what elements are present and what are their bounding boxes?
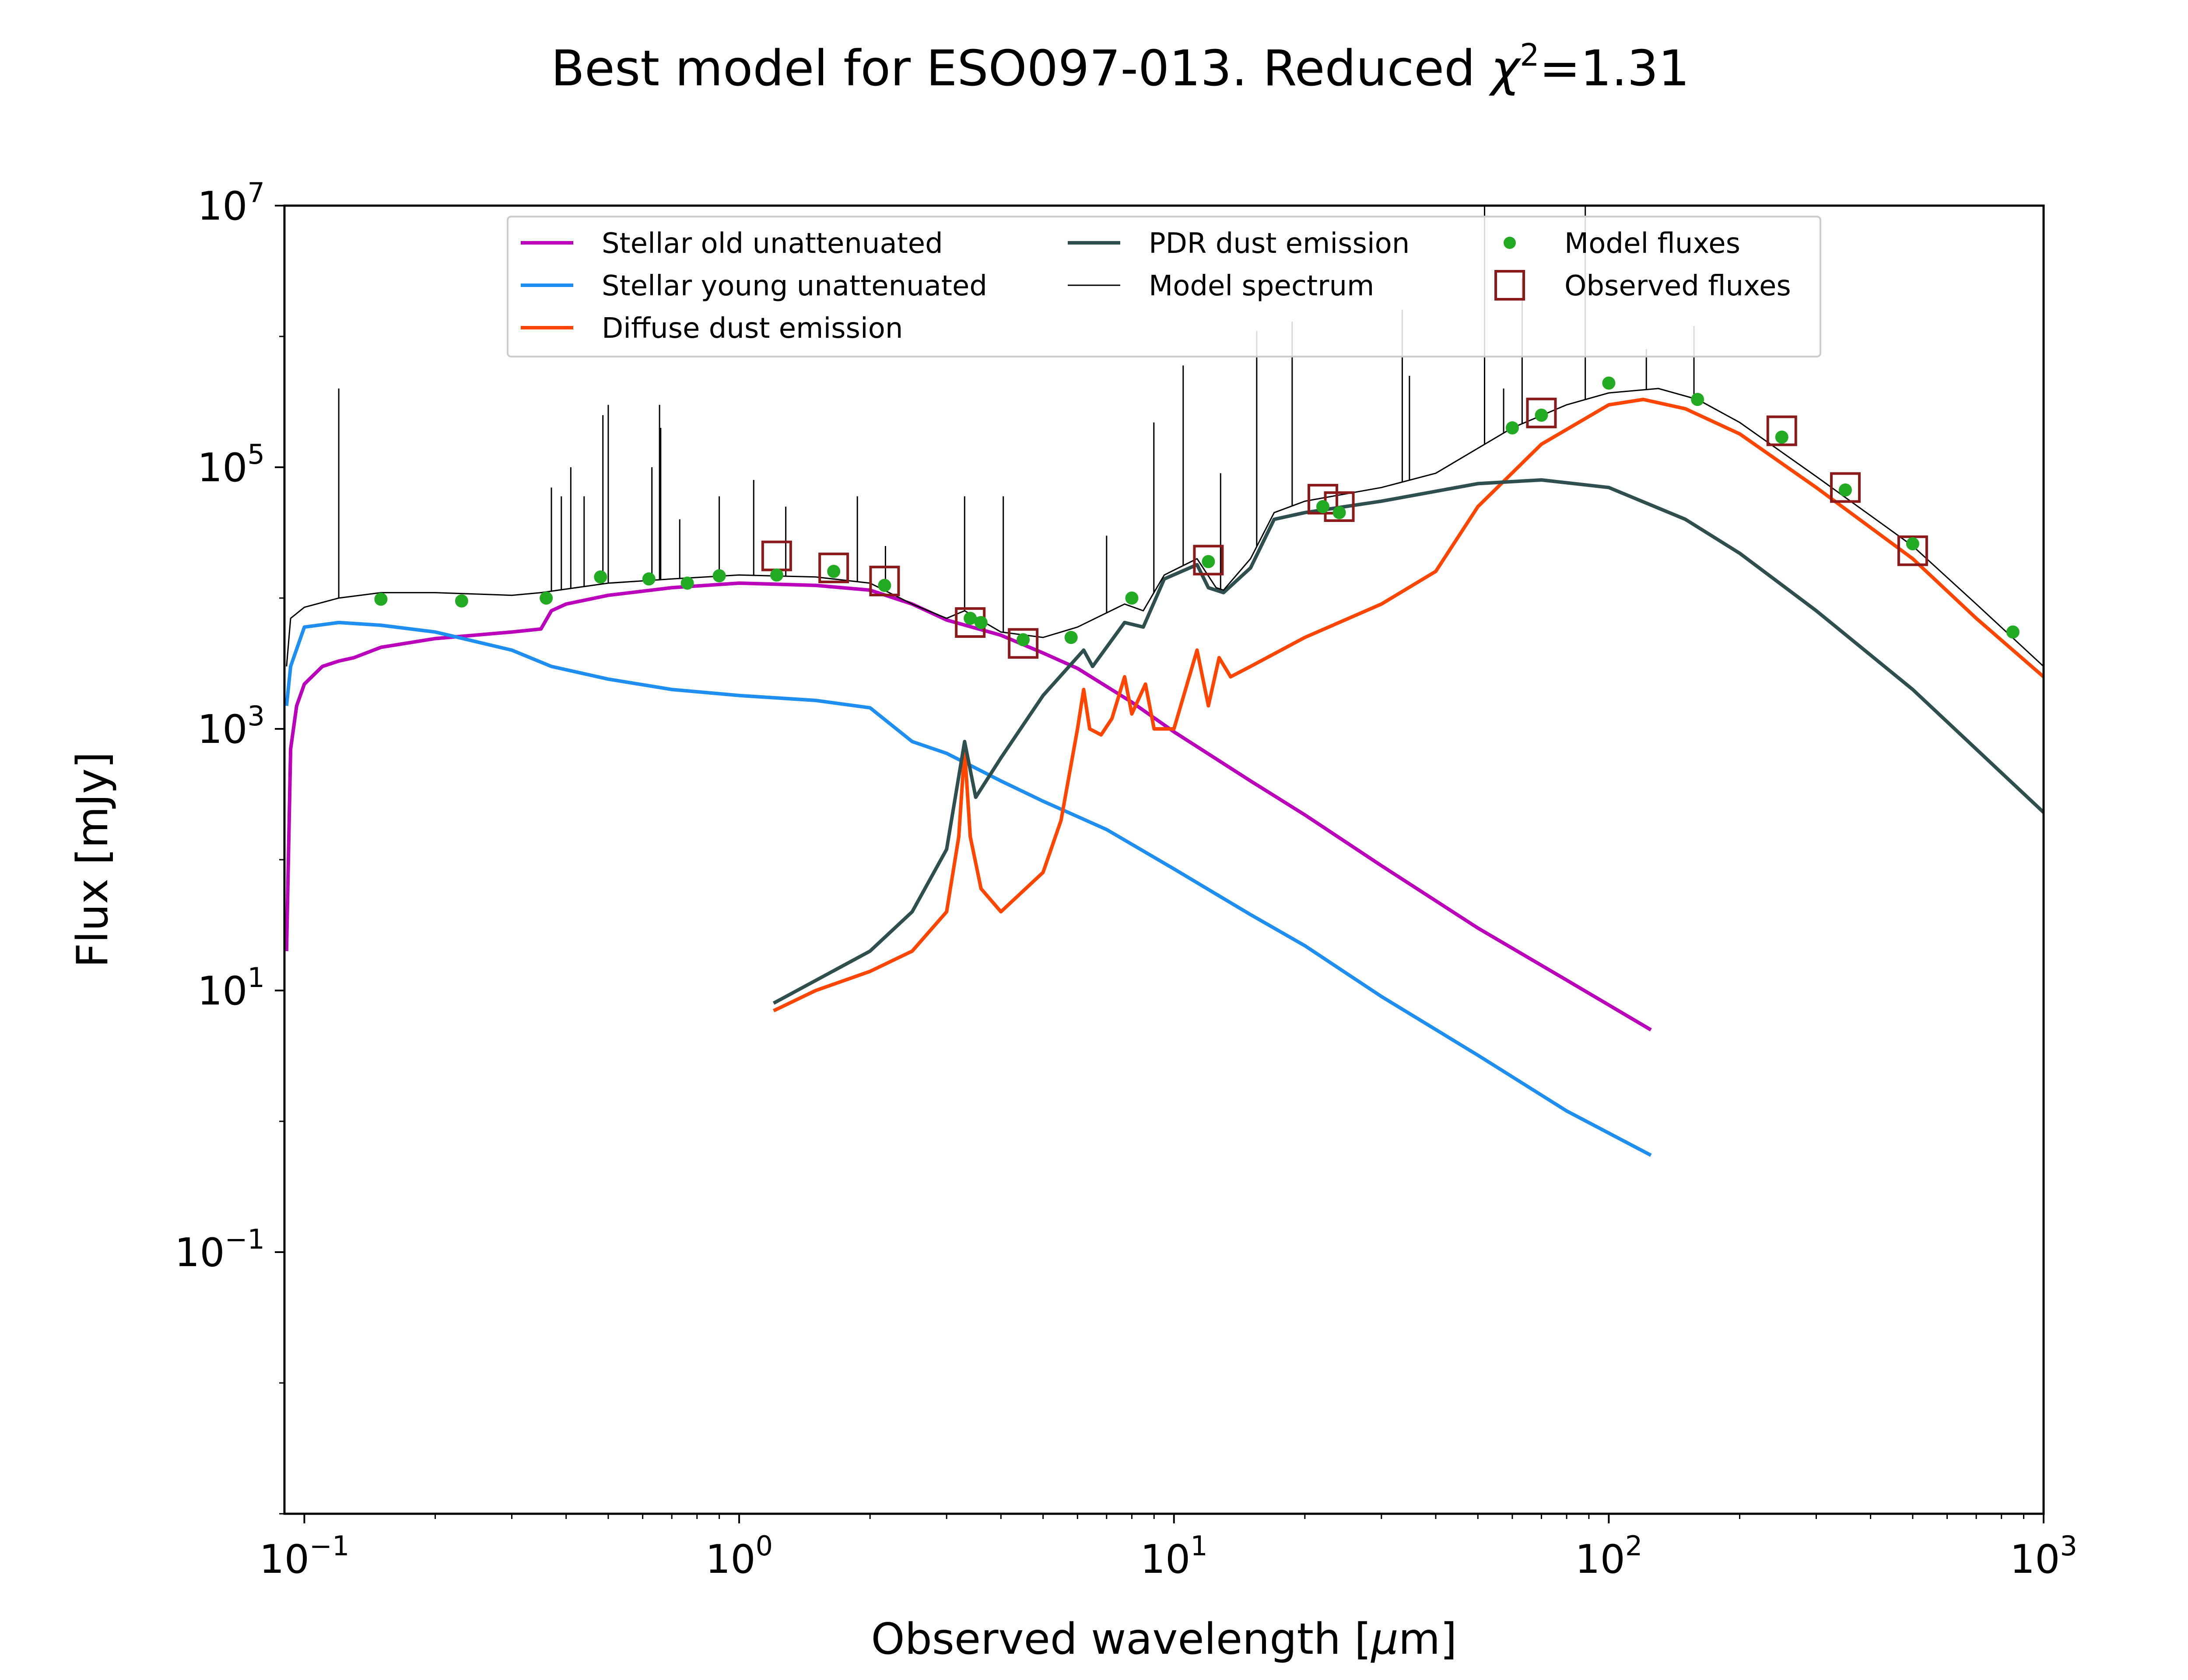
model-flux-point — [680, 576, 694, 590]
legend-label-model-spectrum: Model spectrum — [1149, 270, 1374, 302]
y-tick-label: 10−1 — [175, 1223, 265, 1276]
observed-flux-point — [1193, 545, 1224, 576]
chart-title: Best model for ESO097-013. Reduced χ2=1.… — [551, 37, 1690, 97]
x-tick-label: 10−1 — [259, 1530, 349, 1582]
y-axis-label: Flux [mJy] — [68, 752, 118, 968]
model-flux-point — [1332, 506, 1346, 519]
series-layer — [284, 206, 2044, 1157]
y-axis-ticks: 10−1 101 103 105 107 — [175, 177, 284, 1515]
legend-label-stellar-young: Stellar young unattenuated — [602, 270, 987, 302]
model-flux-point — [1602, 376, 1616, 390]
x-tick-label: 100 — [705, 1530, 773, 1582]
y-tick-label: 103 — [197, 700, 265, 752]
marker-layer — [374, 376, 2020, 659]
y-tick-label: 101 — [197, 962, 265, 1014]
model-flux-point — [1775, 430, 1788, 444]
series-line-pdr-dust-emission — [772, 478, 2044, 1005]
y-tick-label: 107 — [197, 177, 265, 229]
legend-label-stellar-old: Stellar old unattenuated — [602, 228, 943, 260]
x-tick-label: 101 — [1140, 1530, 1208, 1582]
model-flux-point — [455, 594, 468, 608]
model-flux-point — [1505, 421, 1519, 434]
legend-marker-observed-fluxes — [1494, 270, 1525, 301]
x-axis-ticks: 10−1 100 101 102 103 — [259, 1514, 2077, 1582]
y-tick-label: 105 — [197, 438, 265, 491]
model-flux-point — [594, 570, 607, 584]
legend-label-model-fluxes: Model fluxes — [1564, 228, 1740, 260]
x-axis-label: Observed wavelength [μm] — [871, 1614, 1457, 1664]
model-flux-point — [1838, 483, 1852, 497]
model-flux-point — [1691, 392, 1704, 406]
observed-flux-point — [1526, 397, 1557, 428]
model-flux-point — [1064, 631, 1078, 644]
legend-label-observed-fluxes: Observed fluxes — [1564, 270, 1791, 302]
model-flux-point — [712, 569, 726, 583]
series-line-diffuse-dust-emission — [773, 398, 2044, 1012]
model-flux-point — [642, 572, 656, 586]
model-flux-point — [2006, 625, 2020, 639]
model-flux-point — [540, 592, 553, 605]
model-flux-point — [964, 612, 977, 625]
series-line-stellar-young-unattenuated — [284, 620, 1652, 1157]
legend-box — [507, 216, 1821, 357]
legend-marker-model-fluxes — [1504, 237, 1516, 249]
model-flux-point — [1202, 555, 1215, 568]
legend-label-pdr-dust: PDR dust emission — [1149, 228, 1410, 260]
series-line-stellar-old-unattenuated — [284, 581, 1652, 1032]
model-flux-point — [1125, 592, 1139, 605]
observed-flux-point — [869, 566, 900, 597]
model-flux-point — [974, 616, 988, 629]
observed-flux-point — [818, 553, 849, 584]
model-flux-point — [1535, 409, 1548, 422]
model-flux-point — [770, 568, 783, 582]
observed-flux-point — [1008, 628, 1039, 659]
observed-flux-point — [1897, 535, 1928, 566]
plot-area-frame — [283, 204, 2045, 1515]
model-flux-point — [827, 564, 841, 578]
observed-flux-point — [761, 540, 792, 571]
series-line-model-spectrum — [286, 388, 2044, 667]
model-flux-point — [1017, 633, 1030, 647]
model-flux-point — [1316, 500, 1329, 514]
x-tick-label: 103 — [2010, 1530, 2077, 1582]
model-flux-point — [1906, 537, 1919, 550]
observed-flux-point — [1830, 472, 1861, 503]
observed-flux-point — [1766, 415, 1797, 446]
model-flux-point — [374, 592, 388, 606]
model-flux-point — [878, 579, 891, 592]
x-tick-label: 102 — [1575, 1530, 1642, 1582]
legend: Stellar old unattenuated Stellar young u… — [507, 216, 1821, 357]
legend-label-diffuse-dust: Diffuse dust emission — [602, 312, 903, 345]
